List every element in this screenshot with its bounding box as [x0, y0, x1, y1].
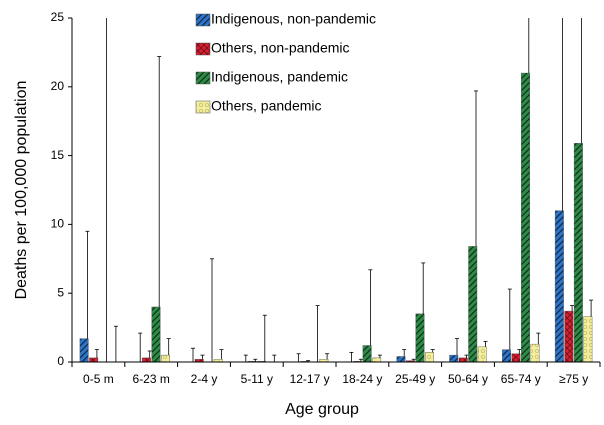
y-axis-title: Deaths per 100,000 population	[13, 81, 30, 300]
legend-label: Indigenous, non-pandemic	[211, 11, 376, 27]
bar	[372, 357, 382, 363]
legend-label: Indigenous, pandemic	[211, 69, 348, 85]
bar	[396, 356, 406, 363]
bar	[477, 346, 487, 363]
x-tick-label: 50-64 y	[448, 372, 488, 386]
bar	[89, 357, 99, 363]
bar	[530, 343, 540, 363]
x-tick-label: 18-24 y	[342, 372, 382, 386]
bar	[449, 354, 459, 363]
bar	[511, 353, 521, 363]
bar	[160, 354, 170, 363]
bar	[564, 310, 574, 363]
legend-label: Others, non-pandemic	[211, 40, 350, 56]
x-tick-label: 25-49 y	[395, 372, 435, 386]
y-tick-label: 20	[51, 79, 65, 93]
bar	[573, 143, 583, 363]
y-tick-label: 25	[51, 10, 65, 24]
plot-area	[79, 18, 594, 363]
x-tick-label: 65-74 y	[501, 372, 541, 386]
bar	[362, 345, 372, 363]
y-tick-label: 10	[51, 217, 65, 231]
bar	[458, 357, 468, 363]
x-tick-label: 2-4 y	[191, 372, 218, 386]
bar	[141, 357, 151, 363]
x-tick-label: ≥75 y	[559, 372, 588, 386]
y-tick-label: 0	[57, 354, 64, 368]
bar	[151, 306, 161, 363]
bar	[468, 246, 478, 363]
y-tick-label: 5	[57, 285, 64, 299]
legend-swatch	[195, 42, 211, 56]
bar	[521, 72, 530, 363]
bar	[425, 352, 434, 363]
bar	[583, 316, 593, 363]
x-tick-label: 6-23 m	[133, 372, 170, 386]
y-tick-label: 15	[51, 148, 65, 162]
legend-swatch	[195, 100, 211, 114]
bar	[79, 338, 89, 363]
legend-swatch	[195, 13, 211, 27]
bar	[502, 349, 511, 363]
bar	[554, 210, 564, 363]
legend-label: Others, pandemic	[211, 98, 322, 114]
bar	[415, 313, 425, 363]
x-tick-label: 5-11 y	[241, 372, 273, 386]
x-axis-title: Age group	[285, 401, 359, 418]
x-tick-label: 12-17 y	[290, 372, 330, 386]
legend-swatch	[195, 71, 211, 85]
x-tick-label: 0-5 m	[83, 372, 114, 386]
